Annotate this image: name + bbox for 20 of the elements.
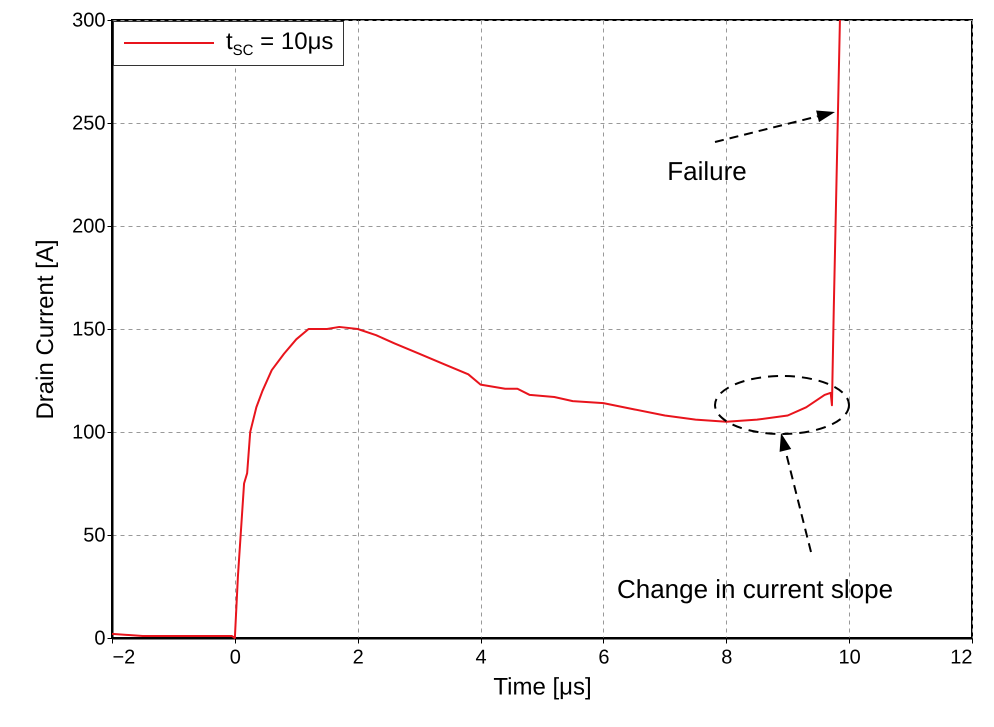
x-tick-label: 2 <box>352 646 364 668</box>
x-tick-label: 12 <box>950 646 972 668</box>
x-tick-label: 10 <box>838 646 861 668</box>
legend-label: t$_{SC}$ = 10μs <box>226 28 334 59</box>
y-tick-label: 0 <box>94 628 106 650</box>
x-tick-label: 6 <box>598 646 610 668</box>
y-axis-title: Drain Current [A] <box>32 239 60 420</box>
x-axis-title: Time [μs] <box>493 674 592 700</box>
x-tick-label: 8 <box>721 646 732 668</box>
y-tick-label: 50 <box>83 524 106 546</box>
y-tick-label: 100 <box>72 422 106 444</box>
x-tick-label: 4 <box>476 646 487 668</box>
y-tick-label: 250 <box>72 112 106 134</box>
x-tick-label: 0 <box>230 646 241 668</box>
annotation: Failure <box>667 156 747 186</box>
y-tick-label: 200 <box>72 216 106 238</box>
annotation: Change in current slope <box>616 574 894 604</box>
y-tick-label: 300 <box>72 10 106 32</box>
x-tick-label: −2 <box>112 646 136 668</box>
y-tick-label: 150 <box>72 318 106 340</box>
